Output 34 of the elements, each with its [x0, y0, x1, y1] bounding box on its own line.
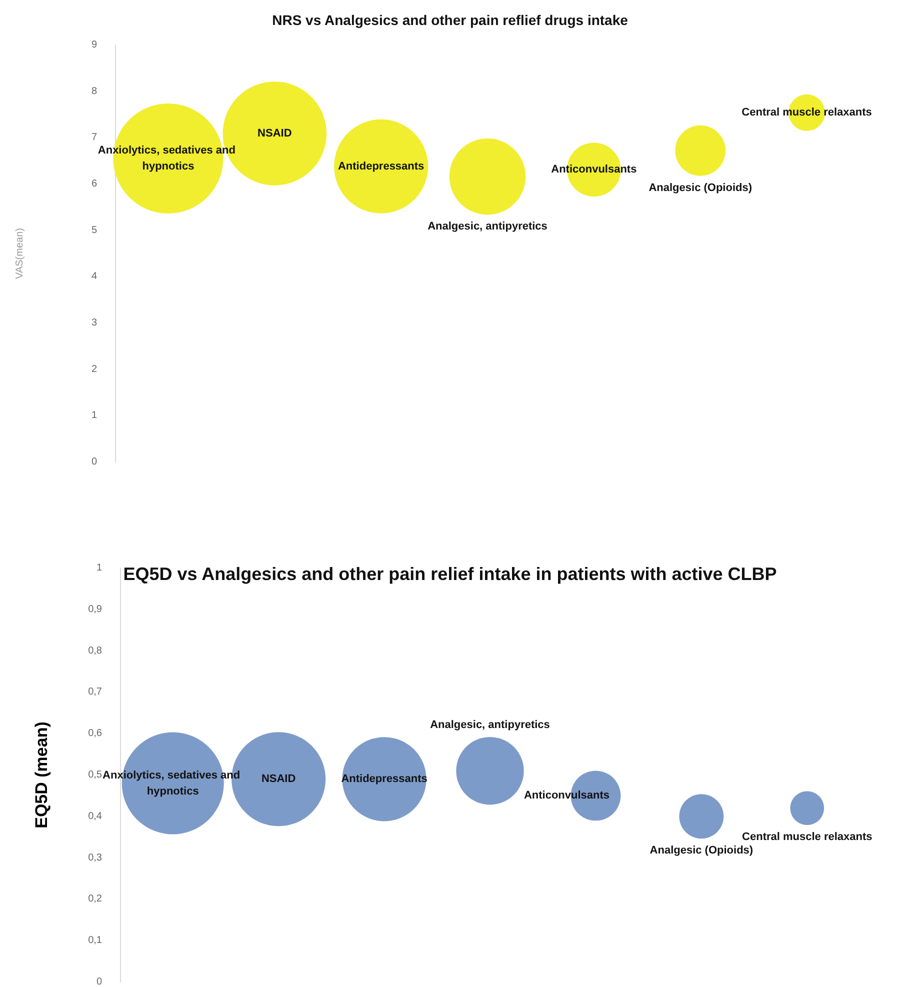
x-tick-label: Analgesic, antipyretics — [430, 719, 550, 732]
x-tick-label: Central muscle relaxants — [742, 831, 872, 844]
y-tick-label: 9 — [91, 40, 98, 50]
y-tick-label: 3 — [91, 318, 98, 328]
x-tick-label: Analgesic (Opioids) — [650, 844, 754, 857]
y-tick-label: 6 — [91, 178, 98, 190]
chart-title: NRS vs Analgesics and other pain reflief drugs intake — [272, 12, 628, 28]
y-tick-label: 0,9 — [88, 604, 102, 615]
y-axis-title: VAS(mean) — [14, 228, 26, 279]
y-tick-label: 0,8 — [88, 645, 102, 656]
y-axis-title: EQ5D (mean) — [32, 722, 51, 828]
y-tick-label: 8 — [91, 86, 98, 97]
y-tick-label: 0,1 — [88, 935, 102, 946]
x-tick-label: NSAID — [261, 773, 296, 786]
x-tick-label: Anticonvulsants — [524, 790, 610, 802]
y-tick-label: 0,6 — [88, 728, 102, 740]
y-tick-label: 2 — [91, 364, 98, 375]
x-tick-label: Antidepressants — [338, 160, 424, 172]
y-tick-label: 0,7 — [88, 686, 102, 698]
y-tick-label: 1 — [96, 562, 102, 574]
y-tick-label: 7 — [91, 132, 98, 144]
y-tick-label: 5 — [91, 224, 98, 236]
x-tick-label: Analgesic (Opioids) — [648, 182, 752, 194]
y-tick-label: 0 — [91, 456, 98, 468]
y-tick-label: 0 — [96, 976, 102, 987]
y-tick-label: 0,4 — [88, 810, 102, 822]
x-tick-label: NSAID — [258, 127, 292, 140]
x-tick-label: Analgesic, antipyretics — [428, 220, 548, 233]
y-tick-label: 0,5 — [88, 770, 102, 780]
y-tick-label: 0,3 — [88, 852, 102, 864]
y-tick-label: 1 — [91, 410, 98, 422]
y-tick-label: 0,2 — [88, 894, 102, 905]
chart-title: EQ5D vs Analgesics and other pain relief intake in patients with active CLBP — [123, 564, 777, 584]
y-tick-label: 4 — [91, 271, 98, 282]
